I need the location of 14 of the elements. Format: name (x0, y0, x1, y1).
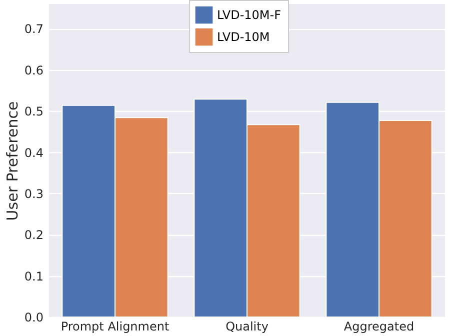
y-tick-label: 0.3 (24, 186, 44, 201)
y-tick-label: 0.6 (24, 63, 44, 78)
x-tick-label: Prompt Alignment (60, 320, 170, 334)
y-tick-label: 0.2 (24, 228, 44, 242)
y-tick-label: 0.4 (24, 146, 44, 160)
y-tick-label: 0.7 (24, 22, 44, 36)
y-tick-label: 0.5 (24, 104, 44, 119)
x-tick-label: Aggregated (344, 320, 414, 334)
x-tick-label: Quality (226, 320, 268, 334)
y-tick-label: 0.0 (24, 310, 44, 324)
legend-label: LVD-10M (217, 30, 270, 44)
y-tick-label: 0.1 (24, 269, 44, 284)
y-axis-title: User Preference (3, 101, 22, 221)
legend-label: LVD-10M-F (217, 8, 282, 22)
